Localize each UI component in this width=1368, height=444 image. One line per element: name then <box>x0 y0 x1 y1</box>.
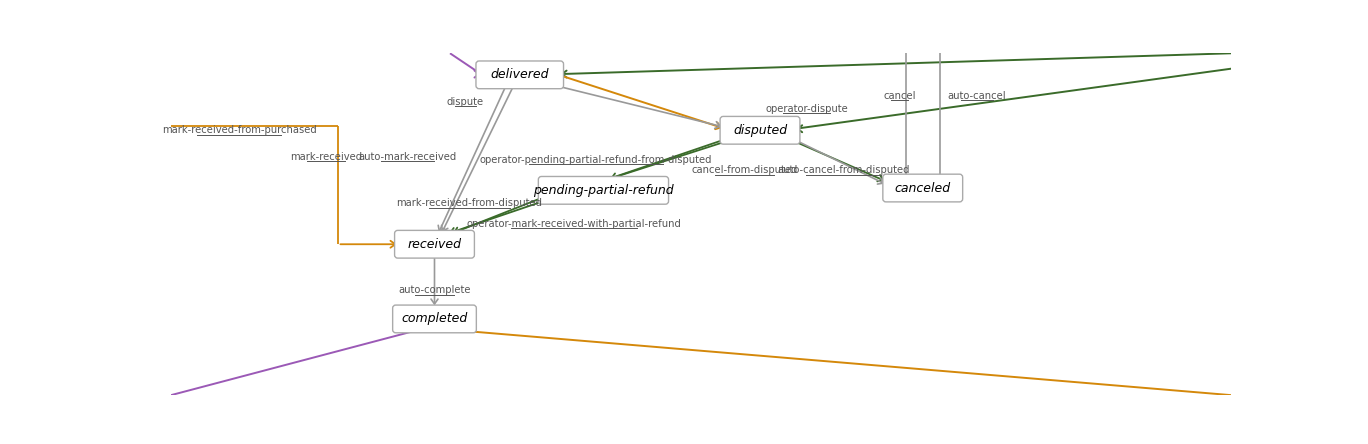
Text: delivered: delivered <box>491 68 549 81</box>
Text: completed: completed <box>401 313 468 325</box>
Text: auto-mark-received: auto-mark-received <box>358 152 457 162</box>
Text: cancel: cancel <box>884 91 915 101</box>
Text: cancel-from-disputed: cancel-from-disputed <box>691 165 798 175</box>
FancyBboxPatch shape <box>476 61 564 89</box>
Text: auto-complete: auto-complete <box>398 285 471 295</box>
Text: dispute: dispute <box>447 97 484 107</box>
Text: auto-cancel: auto-cancel <box>948 91 1007 101</box>
Text: pending-partial-refund: pending-partial-refund <box>534 184 674 197</box>
Text: received: received <box>408 238 461 251</box>
FancyBboxPatch shape <box>539 176 669 204</box>
Text: operator-dispute: operator-dispute <box>765 104 848 114</box>
Text: canceled: canceled <box>895 182 951 194</box>
FancyBboxPatch shape <box>720 116 800 144</box>
Text: operator-mark-received-with-partial-refund: operator-mark-received-with-partial-refu… <box>466 219 681 229</box>
Text: mark-received-from-purchased: mark-received-from-purchased <box>161 125 316 135</box>
FancyBboxPatch shape <box>393 305 476 333</box>
Text: mark-received-from-disputed: mark-received-from-disputed <box>397 198 542 208</box>
FancyBboxPatch shape <box>394 230 475 258</box>
Text: disputed: disputed <box>733 124 787 137</box>
Text: auto-cancel-from-disputed: auto-cancel-from-disputed <box>777 165 910 175</box>
Text: operator-pending-partial-refund-from-disputed: operator-pending-partial-refund-from-dis… <box>479 155 711 165</box>
FancyBboxPatch shape <box>882 174 963 202</box>
Text: mark-received: mark-received <box>290 152 363 162</box>
